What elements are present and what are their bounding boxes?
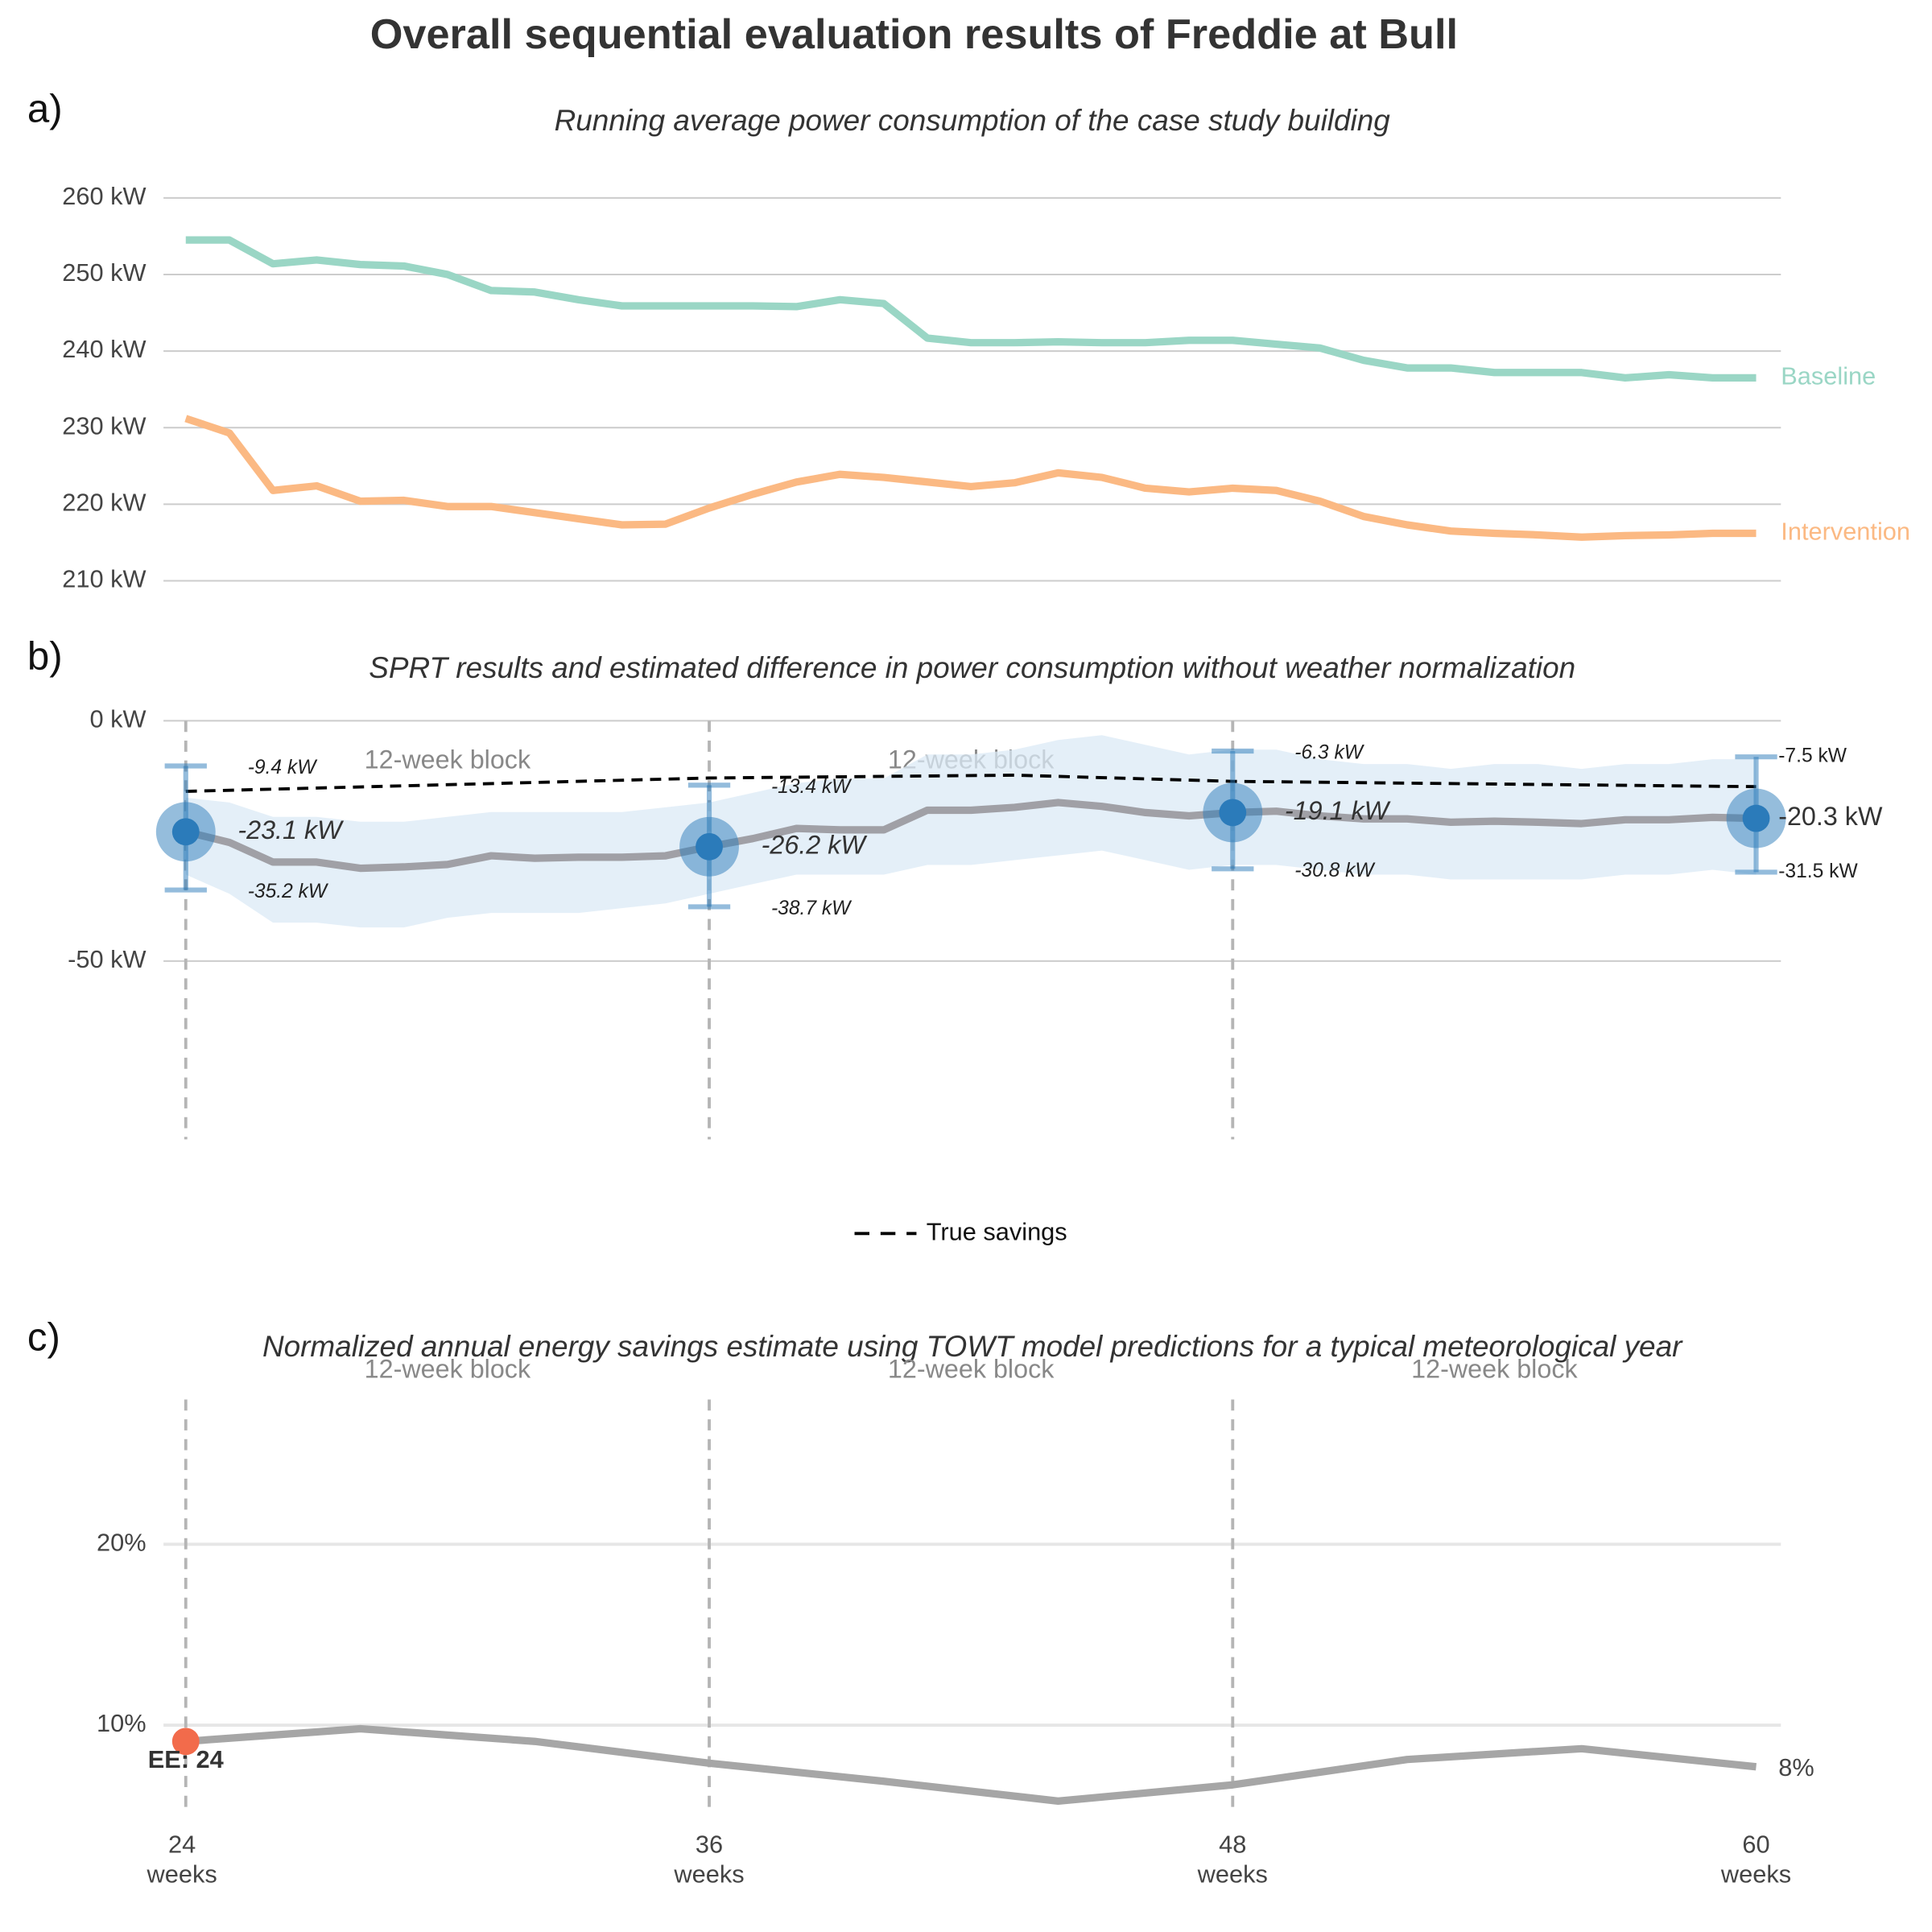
x-tick-label-box: 24 weeks — [147, 1831, 217, 1889]
estimate-label: -23.1 kW — [237, 815, 345, 844]
block-label: 12-week block — [888, 1355, 1055, 1384]
x-tick-label-box: 60 weeks — [1720, 1831, 1792, 1889]
x-tick-label: 24 weeks — [147, 1831, 217, 1889]
y-tick-label: 250 kW — [62, 258, 146, 287]
upper-label: -13.4 kW — [771, 776, 852, 798]
upper-label: -9.4 kW — [248, 757, 319, 778]
estimate-line — [184, 799, 1757, 873]
upper-label: -6.3 kW — [1294, 742, 1365, 764]
value-label: 8% — [1778, 1753, 1814, 1781]
series-label: Intervention — [1781, 518, 1910, 546]
y-tick-label: 210 kW — [62, 565, 146, 593]
estimate-label: -26.2 kW — [762, 830, 869, 859]
test-point — [171, 818, 200, 846]
lower-label: -35.2 kW — [248, 881, 329, 902]
y-tick-label: 220 kW — [62, 488, 146, 516]
x-tick-label: 36 weeks — [674, 1831, 745, 1889]
y-tick-label: 230 kW — [62, 411, 146, 440]
y-tick-label: 240 kW — [62, 335, 146, 363]
ee-marker — [171, 1728, 200, 1756]
upper-label: -7.5 kW — [1778, 745, 1847, 767]
block-label: 12-week block — [365, 1355, 531, 1384]
series-line — [184, 415, 1757, 541]
panel-subtitle: Normalized annual energy savings estimat… — [262, 1330, 1683, 1363]
lower-label: -31.5 kW — [1778, 861, 1858, 882]
panel-label: b) — [27, 634, 63, 678]
series-label: Baseline — [1781, 362, 1876, 390]
panel-label: c) — [27, 1315, 60, 1360]
legend-label: True savings — [927, 1217, 1067, 1245]
ee-label: EE: 24 — [148, 1745, 224, 1773]
y-tick-label: 0 kW — [89, 705, 146, 733]
panel-subtitle: Running average power consumption of the… — [555, 104, 1391, 137]
estimate-label: -19.1 kW — [1285, 796, 1392, 825]
estimate-label: -20.3 kW — [1778, 802, 1883, 831]
x-tick-label: 48 weeks — [1197, 1831, 1268, 1889]
y-tick-label: -50 kW — [68, 945, 146, 973]
x-tick-label: 60 weeks — [1720, 1831, 1792, 1889]
chart-title: Overall sequential evaluation results of… — [370, 11, 1458, 58]
y-tick-label: 10% — [97, 1709, 147, 1737]
test-point — [1219, 799, 1247, 827]
block-label: 12-week block — [1411, 1355, 1578, 1384]
series-line — [185, 1724, 1757, 1806]
panel-subtitle: SPRT results and estimated difference in… — [369, 651, 1575, 684]
y-tick-label: 260 kW — [62, 182, 146, 210]
lower-label: -30.8 kW — [1294, 860, 1376, 881]
test-point — [1742, 804, 1770, 832]
lower-label: -38.7 kW — [771, 898, 852, 919]
x-tick-label-box: 36 weeks — [674, 1831, 745, 1889]
block-label: 12-week block — [365, 745, 531, 774]
panel-label: a) — [27, 86, 63, 130]
x-tick-label-box: 48 weeks — [1197, 1831, 1268, 1889]
y-tick-label: 20% — [97, 1528, 147, 1556]
test-point — [696, 832, 723, 861]
series-line — [185, 236, 1757, 382]
